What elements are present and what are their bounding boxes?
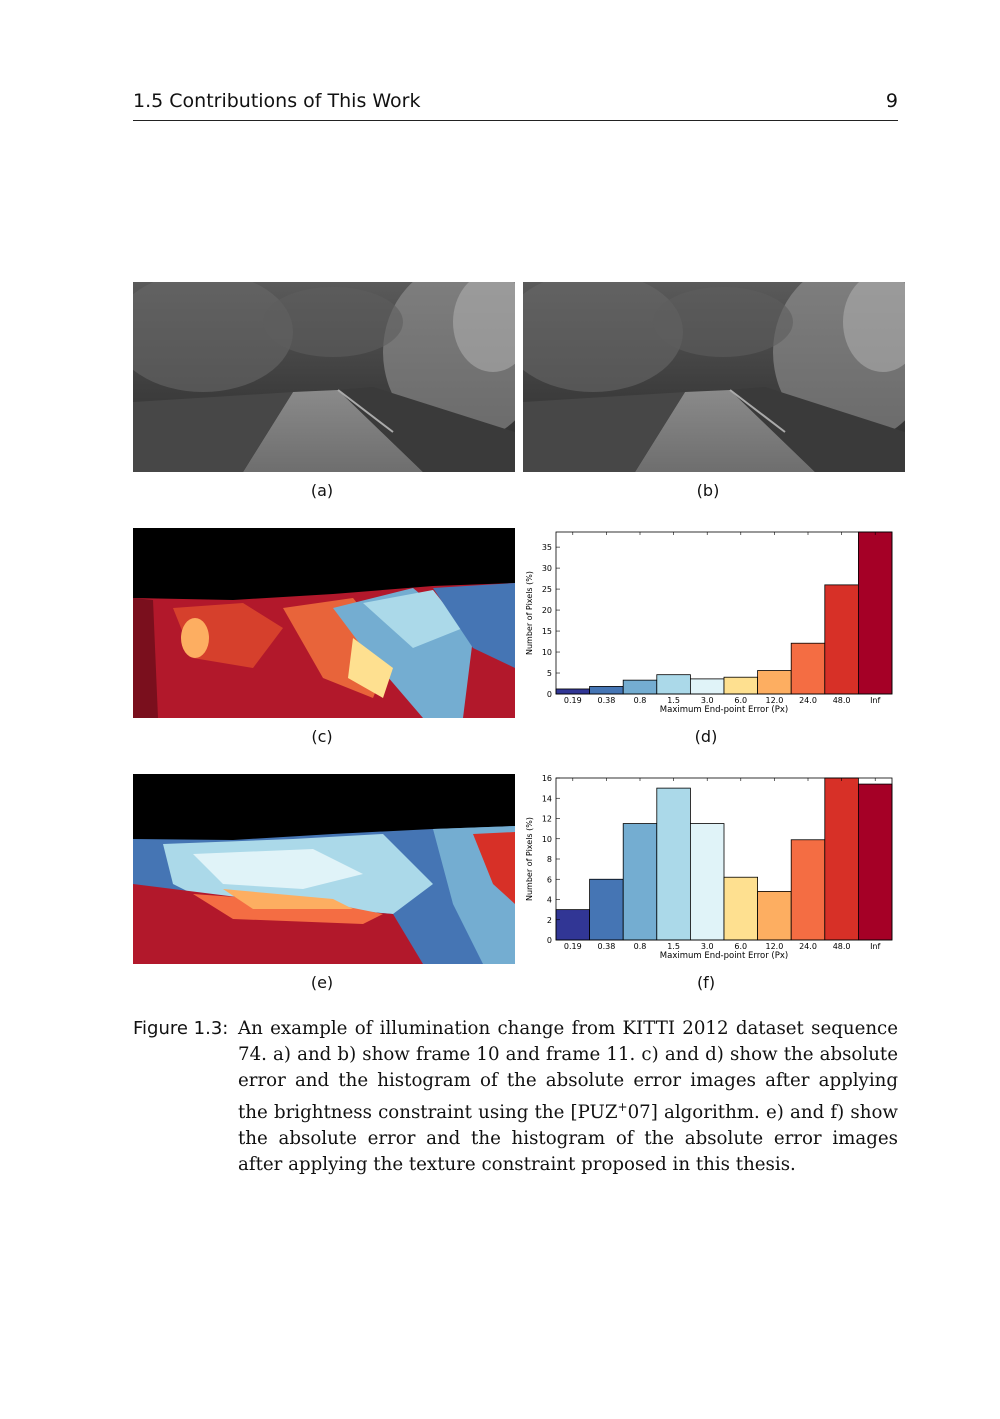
bar-6.0 xyxy=(723,676,758,695)
subfigure-label-a: (a) xyxy=(310,481,334,500)
bar-0.19 xyxy=(555,688,590,695)
caption-text-part2: 07] algorithm. e) and f) show the absolu… xyxy=(238,1102,898,1176)
bar-12.0 xyxy=(757,891,792,941)
x-tick-label: 3.0 xyxy=(701,942,714,951)
y-tick-label: 0 xyxy=(547,936,552,945)
x-tick-label: 12.0 xyxy=(765,942,783,951)
bar-3.0 xyxy=(689,678,725,695)
page-number: 9 xyxy=(885,90,898,112)
caption-text-part1: An example of illumination change from K… xyxy=(238,1018,898,1124)
x-axis-label: Maximum End-point Error (Px) xyxy=(660,705,788,715)
x-tick-label: 0.8 xyxy=(634,696,647,705)
bar-0.8 xyxy=(622,679,658,695)
x-tick-label: 0.8 xyxy=(634,942,647,951)
x-tick-label: 1.5 xyxy=(667,942,680,951)
bar-0.8 xyxy=(622,823,658,941)
bar-Inf xyxy=(857,531,893,695)
y-tick-label: 35 xyxy=(542,543,552,552)
y-tick-label: 20 xyxy=(542,606,552,615)
bar-48.0 xyxy=(824,777,859,941)
x-tick-label: 0.19 xyxy=(564,942,582,951)
x-tick-label: 0.38 xyxy=(597,696,615,705)
x-tick-label: 0.19 xyxy=(564,696,582,705)
y-tick-label: 2 xyxy=(547,916,552,925)
bar-Inf xyxy=(857,783,893,941)
x-tick-label: 24.0 xyxy=(799,696,817,705)
subfigure-label-e: (e) xyxy=(310,973,334,992)
y-tick-label: 12 xyxy=(542,815,552,824)
y-tick-label: 14 xyxy=(542,794,552,803)
x-tick-label: 6.0 xyxy=(734,942,747,951)
subfigure-label-d: (d) xyxy=(694,727,718,746)
bar-6.0 xyxy=(723,876,758,941)
caption-superscript: + xyxy=(617,1100,628,1114)
x-tick-label: 48.0 xyxy=(833,942,851,951)
y-tick-label: 0 xyxy=(547,690,552,699)
bar-0.38 xyxy=(589,878,624,941)
page-header: 1.5 Contributions of This Work 9 xyxy=(133,88,898,121)
bar-1.5 xyxy=(656,787,691,941)
bar-48.0 xyxy=(824,584,859,695)
bar-1.5 xyxy=(656,674,691,695)
caption-label: Figure 1.3: xyxy=(133,1018,229,1039)
x-tick-label: 12.0 xyxy=(765,696,783,705)
y-tick-label: 15 xyxy=(542,627,552,636)
bar-3.0 xyxy=(689,823,725,941)
x-axis-label: Maximum End-point Error (Px) xyxy=(660,951,788,961)
subfigure-label-c: (c) xyxy=(311,727,333,746)
caption-text: An example of illumination change from K… xyxy=(238,1016,898,1178)
section-title: 1.5 Contributions of This Work xyxy=(133,90,421,112)
photo-frame-a xyxy=(133,282,515,472)
histogram-chart-f: 0 2 4 6 8 10 12 14 16 0.19 0.38 0.8 1.5 3.0 6.0 12.0 24.… xyxy=(525,774,893,961)
plot-frame xyxy=(555,531,893,695)
subfigure-label-b: (b) xyxy=(696,481,720,500)
figure-caption: Figure 1.3: An example of illumination c… xyxy=(133,1016,898,1178)
histogram-chart-d: 0 5 10 15 20 25 30 35 0.19 0.38 0.8 1.5 3.0 6.0 12.0 24… xyxy=(525,531,893,715)
error-map-c xyxy=(133,528,515,718)
bar-12.0 xyxy=(757,670,792,695)
y-tick-label: 10 xyxy=(542,835,552,844)
x-tick-label: 0.38 xyxy=(597,942,615,951)
x-tick-label: 1.5 xyxy=(667,696,680,705)
y-tick-label: 8 xyxy=(547,855,552,864)
x-tick-label: Inf xyxy=(870,942,880,951)
y-tick-label: 16 xyxy=(542,774,552,783)
x-tick-label: 3.0 xyxy=(701,696,714,705)
y-tick-label: 6 xyxy=(547,875,552,884)
error-map-e xyxy=(133,774,515,964)
y-tick-label: 5 xyxy=(547,669,552,678)
x-tick-label: 6.0 xyxy=(734,696,747,705)
y-tick-label: 10 xyxy=(542,648,552,657)
bar-24.0 xyxy=(790,839,826,941)
bar-0.19 xyxy=(555,909,590,941)
x-tick-label: Inf xyxy=(870,696,880,705)
y-axis-label: Number of Pixels (%) xyxy=(525,571,534,655)
y-axis-label: Number of Pixels (%) xyxy=(525,817,534,901)
y-tick-label: 4 xyxy=(547,896,552,905)
y-tick-label: 25 xyxy=(542,585,552,594)
bar-24.0 xyxy=(790,642,826,695)
y-tick-label: 30 xyxy=(542,564,552,573)
x-tick-label: 24.0 xyxy=(799,942,817,951)
subfigure-label-f: (f) xyxy=(696,973,716,992)
bar-0.38 xyxy=(589,686,624,695)
photo-frame-b xyxy=(523,282,905,472)
x-tick-label: 48.0 xyxy=(833,696,851,705)
